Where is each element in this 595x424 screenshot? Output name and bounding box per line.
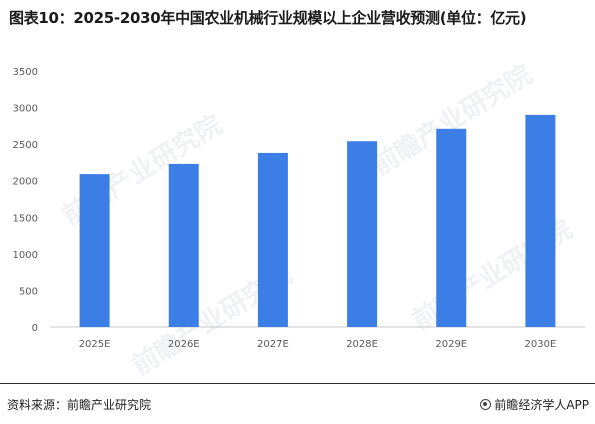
brand-label: 前瞻经济学人APP bbox=[480, 396, 589, 413]
y-tick-label: 1000 bbox=[13, 250, 38, 261]
source-text: 资料来源：前瞻产业研究院 bbox=[7, 398, 152, 412]
x-tick-label: 2026E bbox=[168, 339, 200, 350]
x-tick-label: 2025E bbox=[79, 339, 111, 350]
bar-2026E bbox=[168, 163, 199, 327]
x-axis-ticks: 2025E 2026E 2027E 2028E 2029E 2030E bbox=[79, 339, 557, 350]
eye-logo-icon bbox=[480, 399, 492, 410]
y-tick-label: 3000 bbox=[13, 104, 38, 115]
x-tick-label: 2027E bbox=[257, 339, 289, 350]
y-tick-label: 2500 bbox=[13, 140, 38, 151]
y-tick-label: 2000 bbox=[13, 177, 38, 188]
bar-2027E bbox=[257, 152, 288, 327]
y-tick-label: 0 bbox=[32, 323, 38, 334]
x-tick-label: 2030E bbox=[525, 339, 557, 350]
bar-2028E bbox=[347, 141, 378, 327]
y-axis-ticks: 0 500 1000 1500 2000 2500 3000 3500 bbox=[13, 67, 38, 334]
bars-group bbox=[79, 114, 556, 327]
bar-2029E bbox=[436, 128, 467, 327]
y-tick-label: 500 bbox=[19, 286, 38, 297]
brand-text: 前瞻经济学人APP bbox=[494, 398, 589, 412]
x-tick-label: 2029E bbox=[435, 339, 467, 350]
bar-2030E bbox=[525, 114, 556, 327]
x-tick-label: 2028E bbox=[346, 339, 378, 350]
y-tick-label: 3500 bbox=[13, 67, 38, 78]
footer: 资料来源：前瞻产业研究院 前瞻经济学人APP bbox=[0, 383, 595, 424]
chart-title: 图表10：2025-2030年中国农业机械行业规模以上企业营收预测(单位：亿元) bbox=[9, 9, 527, 27]
y-tick-label: 1500 bbox=[13, 213, 38, 224]
bar-2025E bbox=[79, 174, 110, 327]
